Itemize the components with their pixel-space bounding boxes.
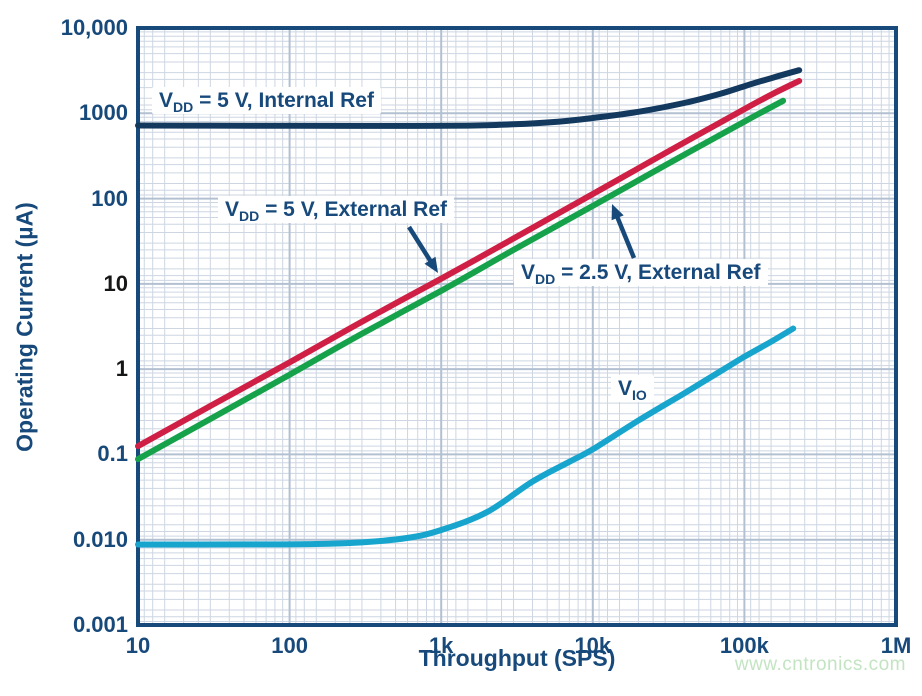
y-tick-label: 1 xyxy=(115,356,128,382)
annotation-arrow-head xyxy=(611,204,624,221)
annotation-arrow-shaft xyxy=(407,225,433,264)
y-axis-title: Operating Current (µA) xyxy=(11,202,38,452)
y-tick-label: 10 xyxy=(103,270,128,296)
annotation-vio-label: VIO xyxy=(611,375,654,402)
annotation-ext-ref-5v-label: VDD = 5 V, External Ref xyxy=(218,196,454,223)
x-tick-label: 1M xyxy=(880,633,912,658)
series-curve-2 xyxy=(135,97,787,463)
annotation-ext-ref-2v5-label: VDD = 2.5 V, External Ref xyxy=(514,259,768,286)
annotation-arrow-shaft xyxy=(614,215,637,259)
y-tick-label: 10,000 xyxy=(60,15,128,40)
x-axis-title: Throughput (SPS) xyxy=(418,645,616,671)
x-tick-label: 100k xyxy=(719,633,769,658)
x-tick-label: 1k xyxy=(428,633,454,658)
series-curve-0 xyxy=(135,67,803,129)
plot-frame xyxy=(136,26,898,627)
y-tick-label: 0.1 xyxy=(97,441,128,467)
y-tick-label: 100 xyxy=(91,185,128,211)
series-curve-1 xyxy=(135,77,803,450)
x-tick-label: 100 xyxy=(271,633,308,658)
y-tick-label: 0.001 xyxy=(72,612,128,637)
x-tick-label: 10 xyxy=(125,633,151,658)
y-tick-label: 0.010 xyxy=(72,526,128,552)
series-curve-3 xyxy=(135,325,797,548)
annotation-internal-ref-label: VDD = 5 V, Internal Ref xyxy=(152,87,381,114)
x-tick-label: 10k xyxy=(574,633,612,658)
y-tick-label: 1000 xyxy=(79,100,128,126)
watermark: www.cntronics.com xyxy=(734,654,906,675)
annotation-arrow-head xyxy=(424,256,438,273)
